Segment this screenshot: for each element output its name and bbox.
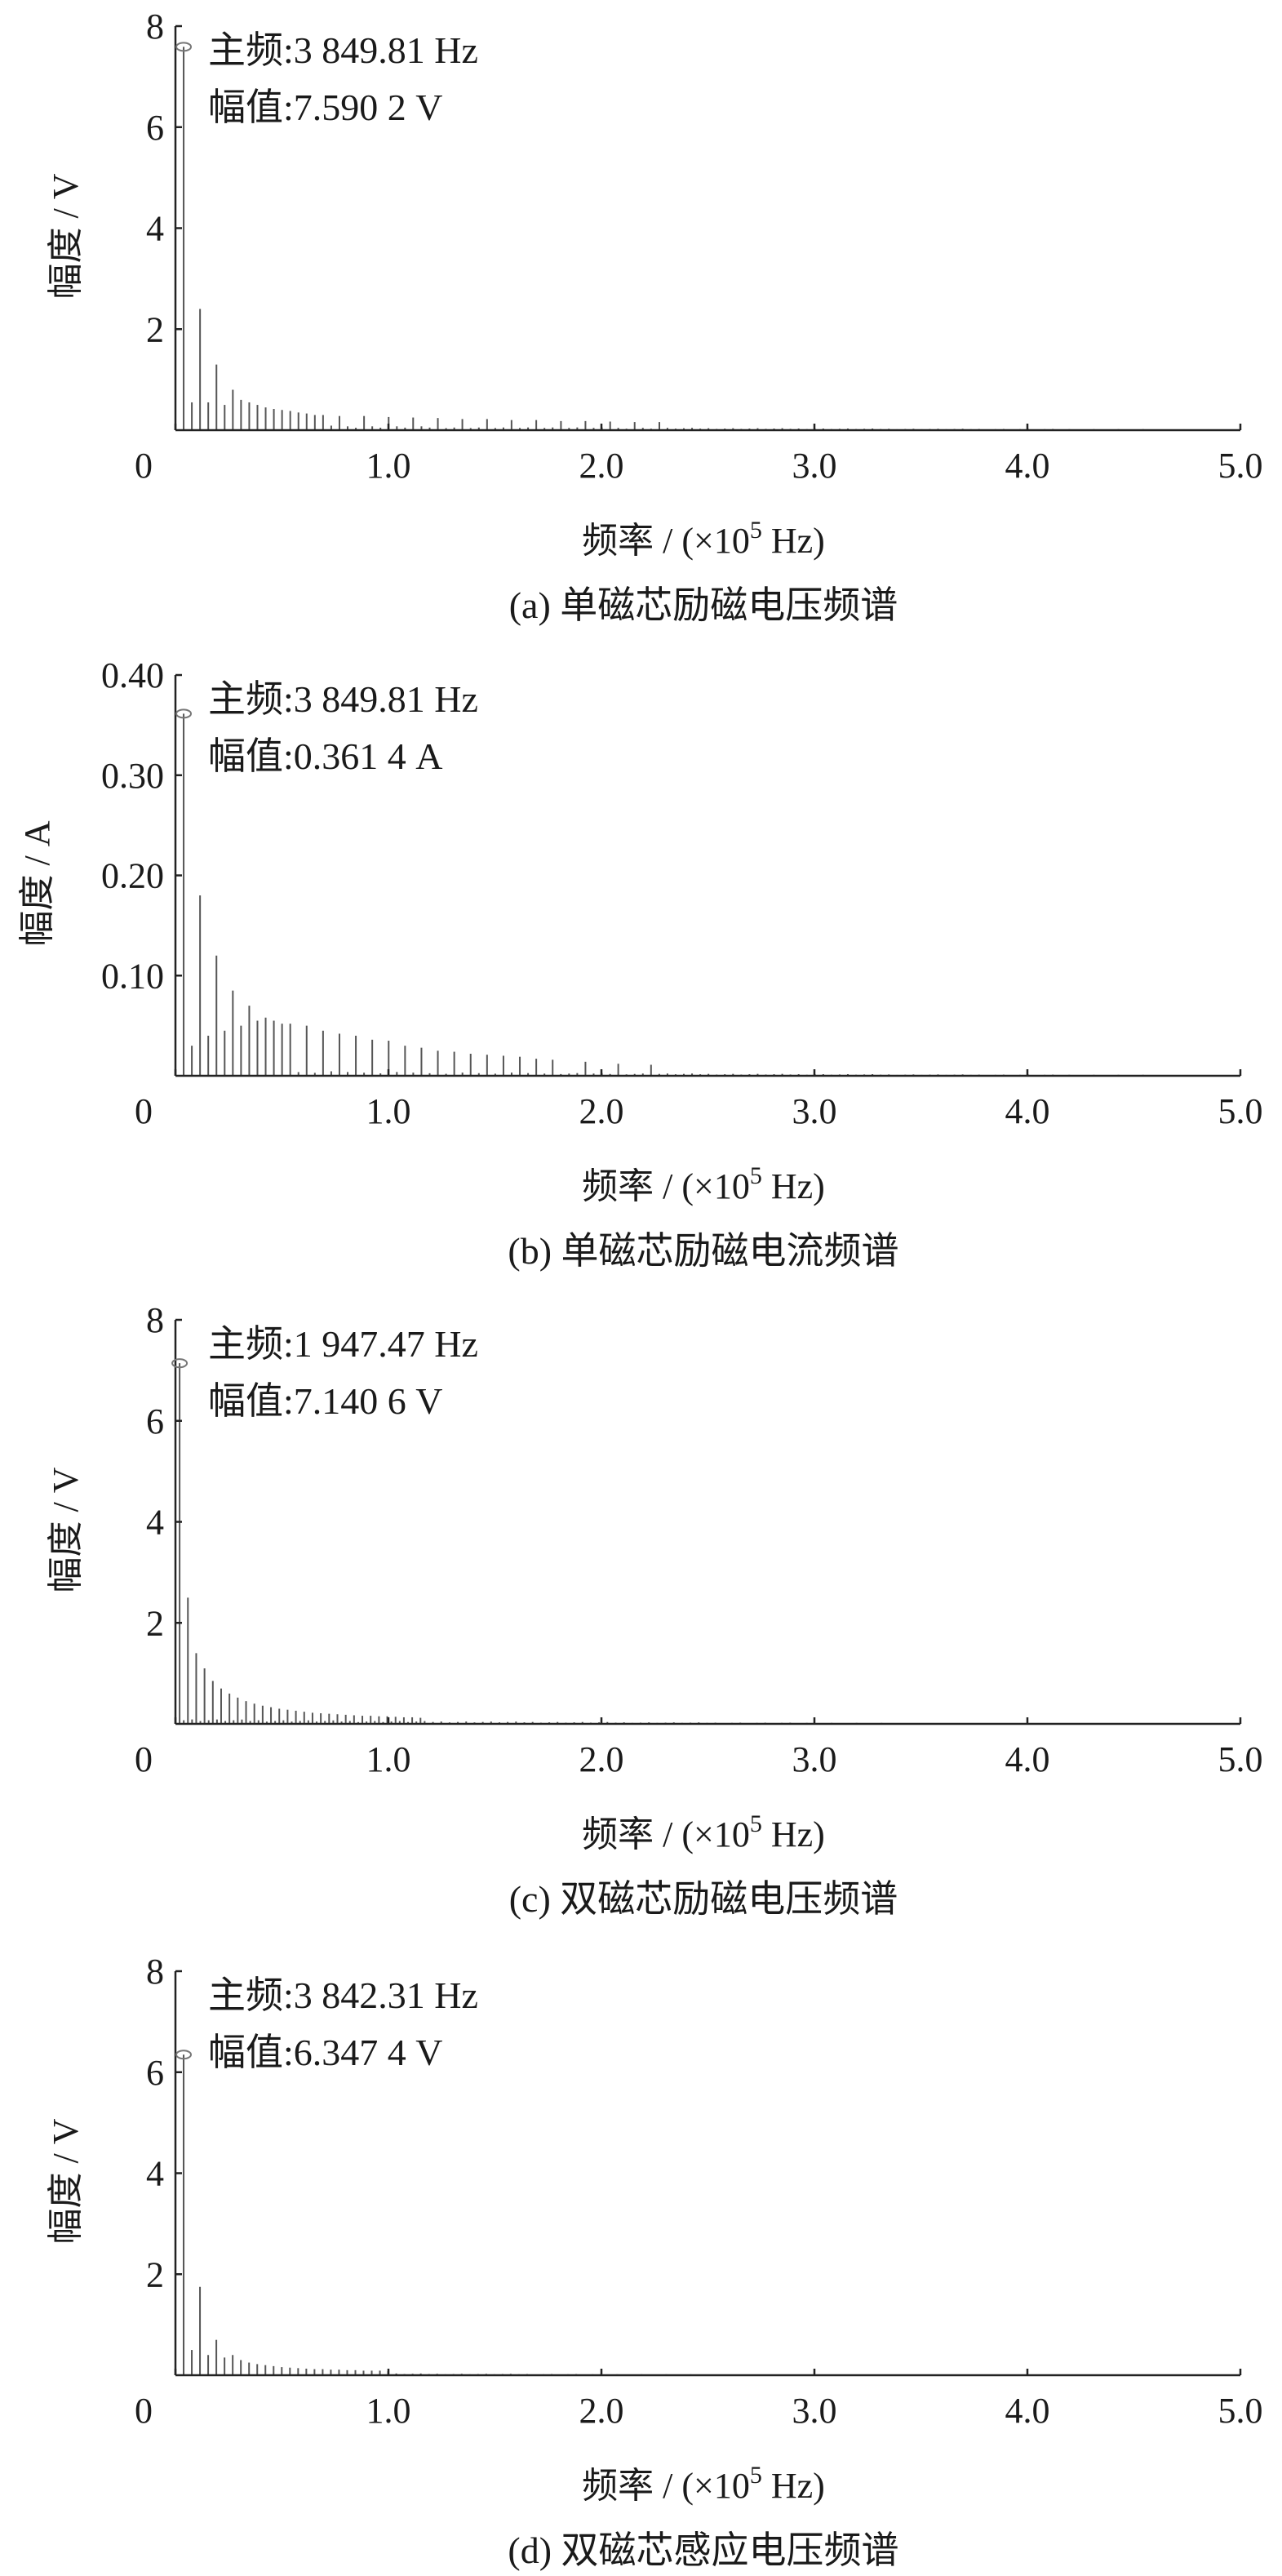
panel-a-y-tick-label: 4	[146, 209, 164, 249]
panel-d-annotation-frequency: 主频:3 842.31 Hz	[208, 1974, 478, 2016]
panel-c-x-label-prefix: 频率 / (×10	[582, 1814, 750, 1854]
panel-d-x-label-suffix: Hz)	[762, 2466, 825, 2506]
panel-d-y-tick-label: 4	[146, 2154, 164, 2194]
panel-c-y-ticks: 2 4 6 8	[146, 1300, 182, 1643]
panel-b: 0 1.0 2.0 3.0 4.0 5.0 0.10 0.20 0.30 0.40 主频:3 8…	[17, 655, 1263, 1272]
panel-b-fundamental-marker	[175, 708, 193, 719]
panel-d: 0 1.0 2.0 3.0 4.0 5.0 2 4 6 8 主频:3 842.31 Hz 幅值:…	[46, 1952, 1263, 2571]
panel-a: 0 1.0 2.0 3.0 4.0 5.0 2 4 6 8 主频:3 849.81 Hz 幅值:…	[46, 7, 1263, 626]
panel-a-x-tick-label: 3.0	[792, 446, 837, 486]
panel-b-annotation-frequency: 主频:3 849.81 Hz	[208, 678, 478, 720]
panel-c-x-label-exp: 5	[750, 1810, 762, 1837]
panel-a-y-tick-label: 2	[146, 309, 164, 349]
panel-a-fundamental-marker	[175, 42, 193, 52]
panel-d-x-label-exp: 5	[750, 2462, 762, 2489]
panel-d-x-tick-label: 3.0	[792, 2391, 837, 2431]
panel-d-x-label: 频率 / (×105 Hz)	[582, 2462, 825, 2506]
panel-a-x-label-suffix: Hz)	[762, 521, 825, 561]
panel-d-stems	[183, 2054, 1223, 2375]
panel-d-x-tick-label: 0	[135, 2391, 153, 2431]
panel-b-x-tick-label: 0	[135, 1091, 153, 1131]
panel-d-annotation-amplitude: 幅值:6.347 4 V	[208, 2032, 443, 2073]
panel-b-x-ticks: 0 1.0 2.0 3.0 4.0 5.0	[135, 1069, 1263, 1131]
panel-b-x-label-suffix: Hz)	[762, 1166, 825, 1206]
panel-d-x-tick-label: 4.0	[1005, 2391, 1050, 2431]
panel-b-x-tick-label: 5.0	[1218, 1091, 1263, 1131]
panel-a-x-tick-label: 0	[135, 446, 153, 486]
panel-c-y-tick-label: 4	[146, 1503, 164, 1543]
panel-a-x-tick-label: 5.0	[1218, 446, 1263, 486]
panel-b-x-tick-label: 2.0	[579, 1091, 624, 1131]
panel-c-y-tick-label: 2	[146, 1603, 164, 1643]
panel-a-y-label: 幅度 / V	[46, 173, 86, 299]
panel-a-y-tick-label: 8	[146, 7, 164, 47]
panel-a-y-ticks: 2 4 6 8	[146, 7, 182, 349]
panel-c-x-tick-label: 4.0	[1005, 1739, 1050, 1779]
panel-a-x-label: 频率 / (×105 Hz)	[582, 517, 825, 561]
panel-d-x-tick-label: 2.0	[579, 2391, 624, 2431]
panel-c-x-label: 频率 / (×105 Hz)	[582, 1810, 825, 1854]
panel-b-x-label: 频率 / (×105 Hz)	[582, 1162, 825, 1206]
panel-c: 0 1.0 2.0 3.0 4.0 5.0 2 4 6 8 主频:1 947.47 Hz 幅值:…	[46, 1300, 1263, 1920]
panel-b-y-label: 幅度 / A	[17, 820, 57, 946]
panel-d-y-tick-label: 2	[146, 2254, 164, 2294]
panel-b-x-tick-label: 3.0	[792, 1091, 837, 1131]
panel-c-annotation-frequency: 主频:1 947.47 Hz	[208, 1323, 478, 1365]
panel-b-x-label-prefix: 频率 / (×10	[582, 1166, 750, 1206]
panel-b-y-tick-label: 0.30	[101, 756, 164, 796]
panel-a-x-tick-label: 2.0	[579, 446, 624, 486]
panel-a-annotation-amplitude: 幅值:7.590 2 V	[208, 87, 443, 128]
panel-b-caption: (b) 单磁芯励磁电流频谱	[508, 1230, 898, 1272]
panel-b-x-tick-label: 4.0	[1005, 1091, 1050, 1131]
panel-d-caption: (d) 双磁芯感应电压频谱	[508, 2529, 898, 2571]
panel-c-caption: (c) 双磁芯励磁电压频谱	[509, 1878, 898, 1920]
panel-d-y-tick-label: 8	[146, 1952, 164, 1992]
panel-c-x-tick-label: 3.0	[792, 1739, 837, 1779]
panel-c-x-tick-label: 0	[135, 1739, 153, 1779]
panel-d-x-tick-label: 5.0	[1218, 2391, 1263, 2431]
panel-c-y-label: 幅度 / V	[46, 1467, 86, 1592]
panel-c-annotation-amplitude: 幅值:7.140 6 V	[208, 1380, 443, 1422]
panel-d-x-label-prefix: 频率 / (×10	[582, 2466, 750, 2506]
panel-b-annotation-amplitude: 幅值:0.361 4 A	[208, 735, 443, 777]
panel-c-stems	[179, 1363, 1223, 1724]
panel-c-x-tick-label: 5.0	[1218, 1739, 1263, 1779]
panel-a-x-ticks: 0 1.0 2.0 3.0 4.0 5.0	[135, 424, 1263, 486]
panel-d-y-ticks: 2 4 6 8	[146, 1952, 182, 2294]
panel-d-y-label: 幅度 / V	[46, 2118, 86, 2244]
panel-c-x-tick-label: 2.0	[579, 1739, 624, 1779]
panel-c-y-tick-label: 6	[146, 1401, 164, 1441]
panel-d-x-ticks: 0 1.0 2.0 3.0 4.0 5.0	[135, 2369, 1263, 2431]
panel-b-y-tick-label: 0.10	[101, 956, 164, 996]
panel-b-y-tick-label: 0.40	[101, 655, 164, 695]
panel-a-x-tick-label: 1.0	[366, 446, 411, 486]
panel-c-x-tick-label: 1.0	[366, 1739, 411, 1779]
panel-b-x-label-exp: 5	[750, 1162, 762, 1189]
panel-a-x-label-prefix: 频率 / (×10	[582, 521, 750, 561]
panel-c-x-ticks: 0 1.0 2.0 3.0 4.0 5.0	[135, 1717, 1263, 1779]
panel-c-x-label-suffix: Hz)	[762, 1814, 825, 1854]
panel-a-annotation-frequency: 主频:3 849.81 Hz	[208, 29, 478, 71]
panel-a-caption: (a) 单磁芯励磁电压频谱	[509, 584, 898, 626]
panel-b-x-tick-label: 1.0	[366, 1091, 411, 1131]
panel-a-x-label-exp: 5	[750, 517, 762, 544]
panel-c-y-tick-label: 8	[146, 1300, 164, 1340]
panel-c-fundamental-marker	[171, 1358, 189, 1369]
panel-d-y-tick-label: 6	[146, 2053, 164, 2093]
panel-b-y-ticks: 0.10 0.20 0.30 0.40	[101, 655, 182, 996]
panel-d-x-tick-label: 1.0	[366, 2391, 411, 2431]
panel-a-x-tick-label: 4.0	[1005, 446, 1050, 486]
panel-a-y-tick-label: 6	[146, 108, 164, 148]
panel-b-y-tick-label: 0.20	[101, 856, 164, 896]
panel-d-fundamental-marker	[175, 2050, 193, 2060]
